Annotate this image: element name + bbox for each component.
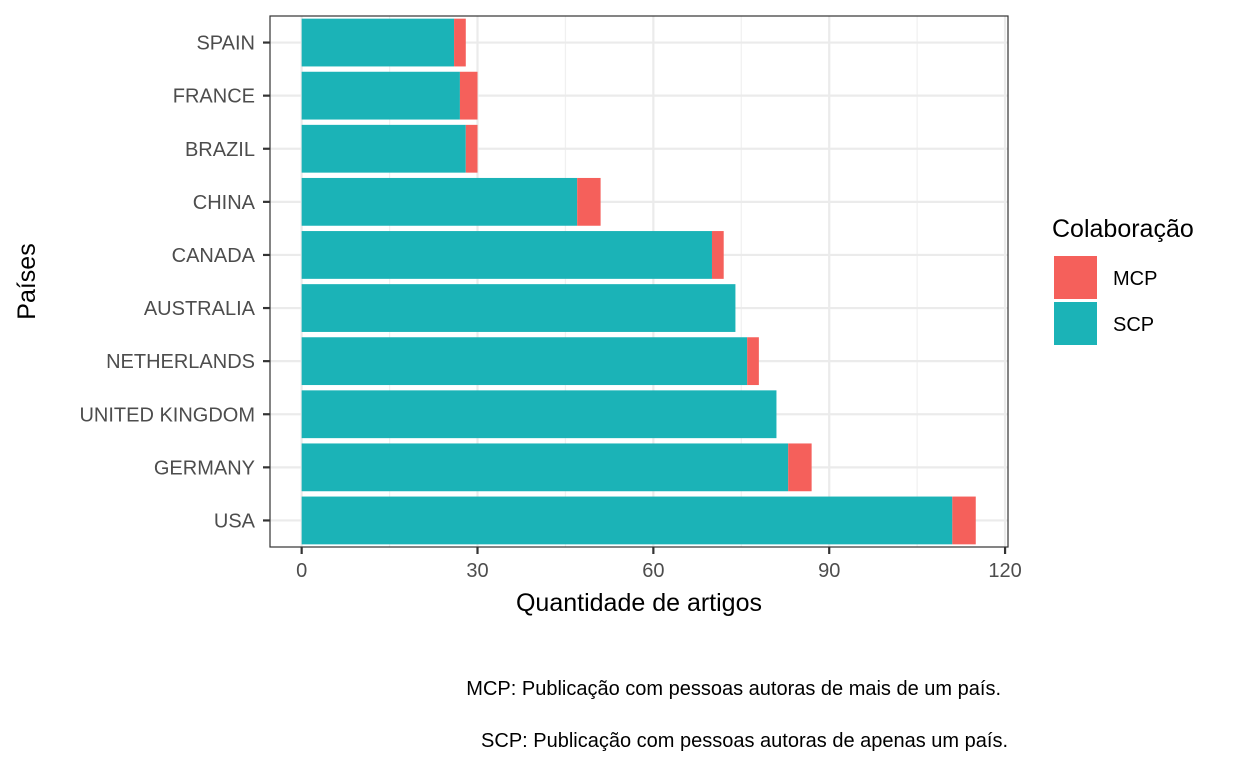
bars (301, 18, 976, 545)
bar-mcp-canada (711, 231, 724, 279)
bar-scp-spain (301, 18, 455, 67)
x-axis-title: Quantidade de artigos (516, 589, 762, 617)
x-tick-label: 30 (466, 560, 488, 582)
bar-scp-united-kingdom (301, 390, 777, 439)
y-tick-label: CANADA (172, 245, 256, 267)
y-tick-label: BRAZIL (185, 139, 255, 161)
bar-scp-australia (301, 284, 736, 332)
bar-mcp-netherlands (747, 337, 759, 386)
legend-swatch-mcp (1054, 256, 1097, 299)
x-tick-label: 0 (296, 560, 307, 582)
x-tick-label: 60 (642, 560, 664, 582)
bar-scp-brazil (301, 124, 466, 173)
caption-scp: SCP: Publicação com pessoas autoras de a… (481, 730, 1008, 752)
caption-mcp: MCP: Publicação com pessoas autoras de m… (466, 678, 1001, 700)
bar-scp-canada (301, 231, 712, 279)
legend-title: Colaboração (1052, 215, 1194, 243)
legend-swatch-scp (1054, 302, 1097, 345)
bar-mcp-china (577, 177, 601, 226)
legend-label-scp: SCP (1113, 314, 1154, 336)
bar-mcp-brazil (465, 124, 478, 173)
y-tick-label: AUSTRALIA (144, 298, 256, 320)
bar-mcp-usa (952, 496, 976, 545)
bar-chart: USA GERMANY UNITED KINGDOM NETHERLANDS AUSTR… (13, 15, 1194, 617)
bar-mcp-germany (788, 443, 812, 492)
y-axis: USA GERMANY UNITED KINGDOM NETHERLANDS AUSTR… (79, 33, 270, 532)
y-tick-label: GERMANY (154, 457, 255, 479)
y-tick-label: UNITED KINGDOM (79, 404, 255, 426)
legend-label-mcp: MCP (1113, 268, 1157, 290)
bar-scp-china (301, 177, 578, 226)
bar-scp-netherlands (301, 337, 748, 386)
bar-mcp-spain (454, 18, 466, 67)
x-tick-label: 90 (818, 560, 840, 582)
y-tick-label: FRANCE (173, 86, 255, 108)
bar-scp-germany (301, 443, 789, 492)
legend: Colaboração MCP SCP (1052, 215, 1194, 345)
y-axis-title: Países (13, 243, 41, 319)
bar-scp-usa (301, 496, 953, 545)
y-tick-label: CHINA (193, 192, 256, 214)
bar-scp-france (301, 71, 460, 120)
plot-panel-border (269, 15, 1009, 548)
bar-mcp-france (459, 71, 478, 120)
x-axis: 0 30 60 90 120 (296, 547, 1022, 582)
y-tick-label: USA (214, 510, 256, 532)
y-tick-label: NETHERLANDS (106, 351, 255, 373)
x-tick-label: 120 (988, 560, 1021, 582)
y-tick-label: SPAIN (196, 33, 255, 55)
